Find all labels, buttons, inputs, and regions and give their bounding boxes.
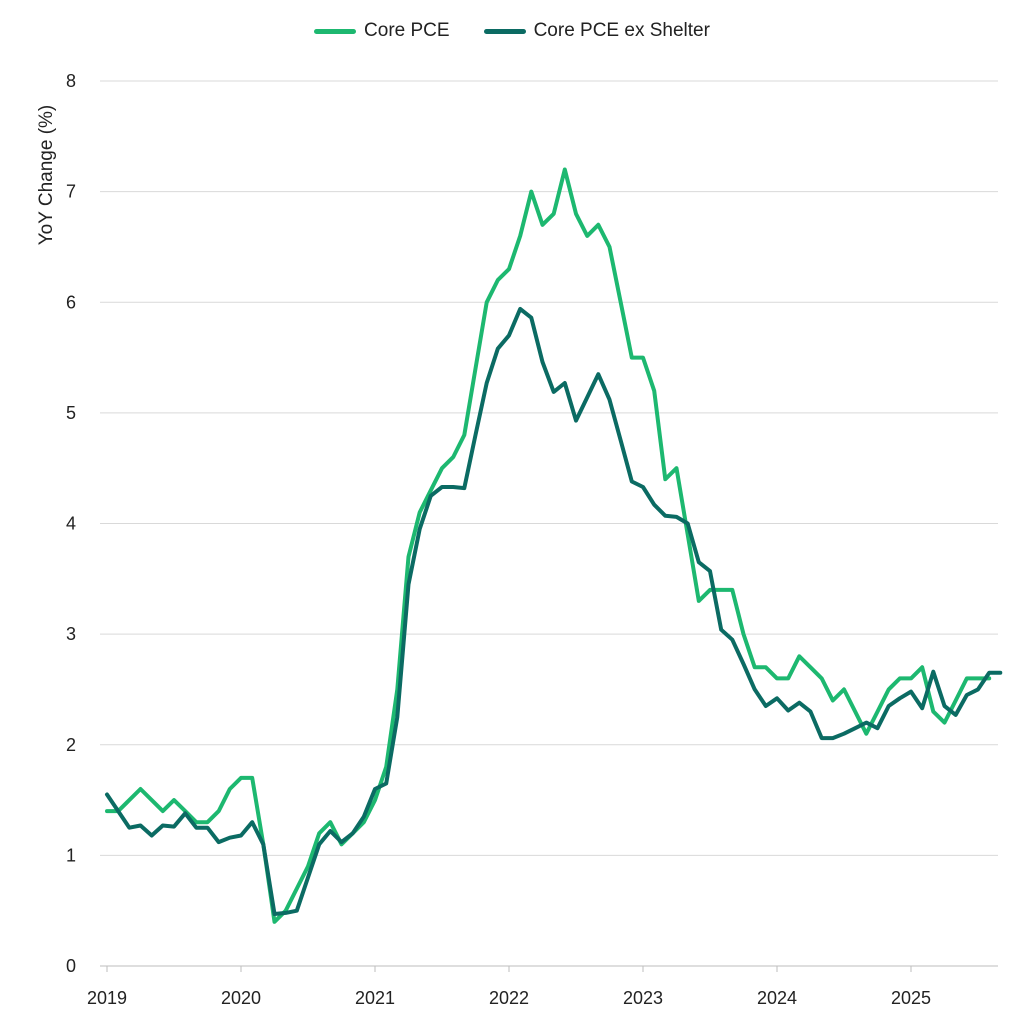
x-tick-label: 2020 xyxy=(221,988,261,1008)
legend-swatch-core-pce-ex-shelter xyxy=(483,28,526,34)
x-tick-label: 2021 xyxy=(355,988,395,1008)
x-tick-label: 2025 xyxy=(891,988,931,1008)
legend-label-core-pce-ex-shelter: Core PCE ex Shelter xyxy=(533,20,710,41)
grid-lines xyxy=(100,80,998,967)
x-tick-label: 2023 xyxy=(623,988,663,1008)
y-tick-label: 2 xyxy=(66,735,76,755)
y-tick-label: 5 xyxy=(66,403,76,423)
y-tick-label: 8 xyxy=(66,71,76,91)
y-tick-label: 7 xyxy=(66,182,76,202)
y-tick-label: 4 xyxy=(66,514,76,534)
legend-label-core-pce: Core PCE xyxy=(364,20,450,41)
y-axis-ticks: 0 1 2 3 4 5 6 7 8 xyxy=(66,71,76,976)
series-line-core-pce-ex-shelter xyxy=(105,306,1003,916)
y-tick-label: 6 xyxy=(66,292,76,312)
x-axis-ticks: 2019 2020 2021 2022 2023 2024 2025 xyxy=(87,966,931,1008)
legend-swatch-core-pce xyxy=(314,28,357,34)
y-axis-title: YoY Change (%) xyxy=(36,105,57,246)
legend-item-core-pce: Core PCE xyxy=(314,20,450,42)
y-tick-label: 3 xyxy=(66,624,76,644)
series-line-core-pce xyxy=(105,167,992,924)
x-tick-label: 2019 xyxy=(87,988,127,1008)
legend-item-core-pce-ex-shelter: Core PCE ex Shelter xyxy=(483,20,710,42)
y-tick-label: 0 xyxy=(66,956,76,976)
x-tick-label: 2022 xyxy=(489,988,529,1008)
x-tick-label: 2024 xyxy=(757,988,797,1008)
series-lines xyxy=(105,167,1003,924)
chart-legend: Core PCE Core PCE ex Shelter xyxy=(0,20,1024,42)
y-tick-label: 1 xyxy=(66,845,76,865)
